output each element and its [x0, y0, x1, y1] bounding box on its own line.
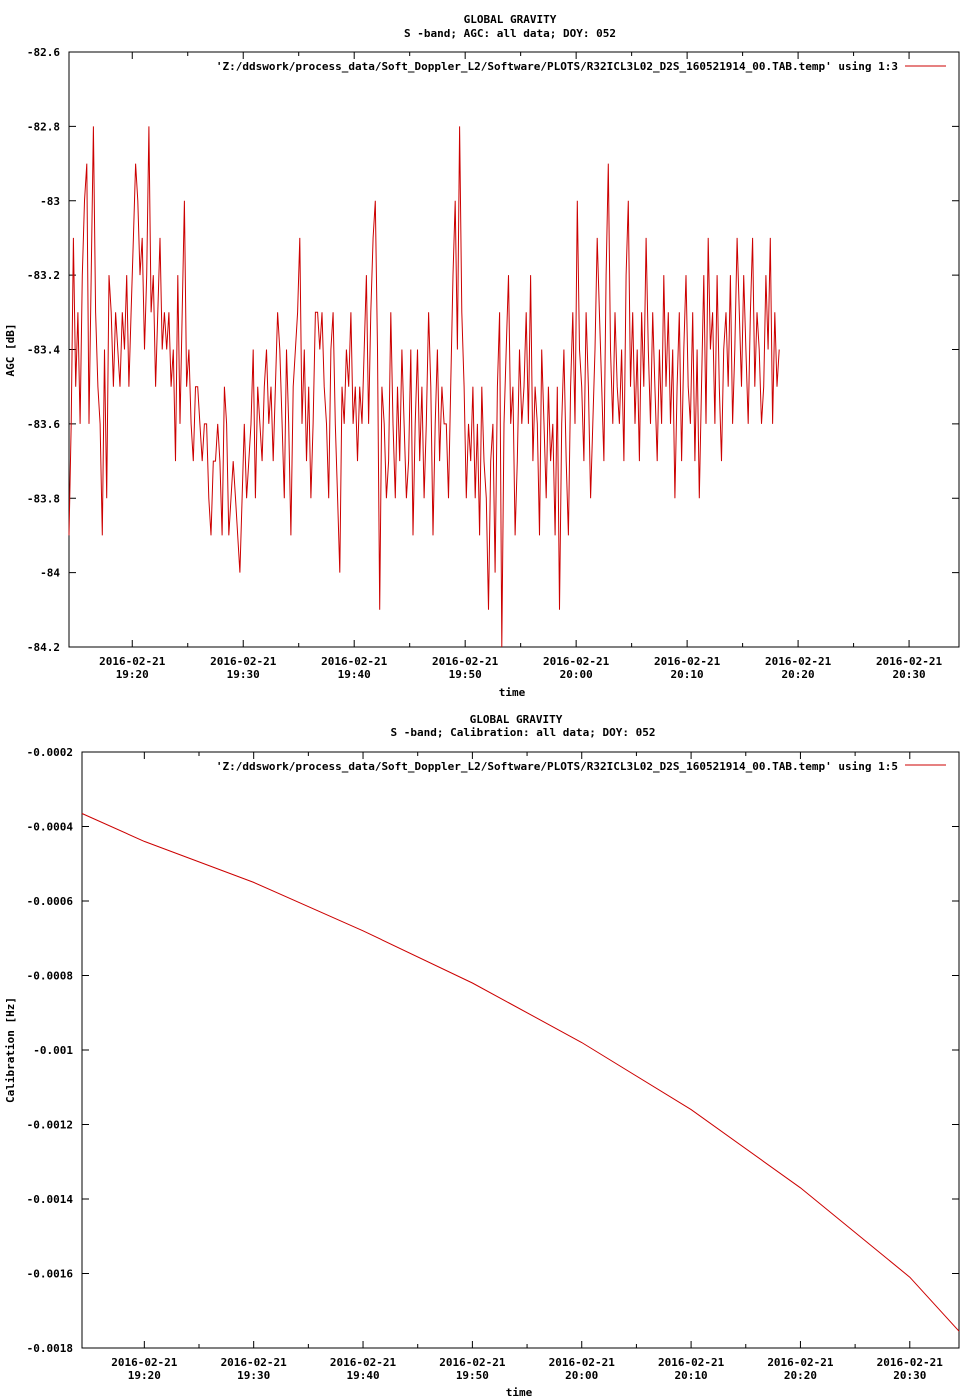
calibration-chart-title: GLOBAL GRAVITY — [470, 713, 563, 726]
calibration-x-tick-date: 2016-02-21 — [877, 1356, 944, 1369]
calibration-x-tick-time: 19:40 — [346, 1369, 379, 1382]
agc-series-line — [68, 126, 780, 648]
agc-y-tick-label: -83.4 — [27, 344, 60, 357]
agc-y-tick-label: -83.8 — [27, 492, 60, 505]
agc-y-tick-label: -83.2 — [27, 269, 60, 282]
agc-x-tick-date: 2016-02-21 — [432, 655, 499, 668]
agc-y-axis-label: AGC [dB] — [4, 324, 17, 377]
calibration-y-tick-label: -0.0002 — [27, 746, 73, 759]
calibration-legend: 'Z:/ddswork/process_data/Soft_Doppler_L2… — [216, 760, 946, 773]
agc-x-tick-date: 2016-02-21 — [99, 655, 166, 668]
calibration-x-tick-date: 2016-02-21 — [111, 1356, 178, 1369]
agc-plot-frame — [68, 51, 960, 648]
agc-y-axis: -82.6 -82.8 -83 -83.2 -83.4 -83.6 -83.8 -84 -84.… — [27, 46, 959, 654]
agc-x-tick-date: 2016-02-21 — [210, 655, 277, 668]
calibration-x-tick-time: 20:20 — [784, 1369, 817, 1382]
agc-x-tick-time: 19:40 — [338, 668, 371, 681]
calibration-y-tick-label: -0.0016 — [27, 1268, 74, 1281]
calibration-series-line — [81, 813, 960, 1332]
agc-x-tick-time: 19:50 — [449, 668, 482, 681]
calibration-y-tick-label: -0.0014 — [27, 1193, 74, 1206]
calibration-x-tick-date: 2016-02-21 — [439, 1356, 506, 1369]
calibration-chart-subtitle: S -band; Calibration: all data; DOY: 052 — [391, 726, 656, 739]
agc-y-tick-label: -84.2 — [27, 641, 60, 654]
agc-legend: 'Z:/ddswork/process_data/Soft_Doppler_L2… — [216, 60, 946, 73]
calibration-x-tick-date: 2016-02-21 — [549, 1356, 616, 1369]
calibration-x-tick-date: 2016-02-21 — [767, 1356, 834, 1369]
agc-x-tick-date: 2016-02-21 — [765, 655, 832, 668]
agc-chart-subtitle: S -band; AGC: all data; DOY: 052 — [404, 27, 616, 40]
agc-y-tick-label: -82.6 — [27, 46, 60, 59]
calibration-y-tick-label: -0.001 — [33, 1044, 73, 1057]
agc-chart-title: GLOBAL GRAVITY — [464, 13, 557, 26]
agc-x-tick-date: 2016-02-21 — [543, 655, 610, 668]
agc-x-tick-time: 19:30 — [227, 668, 260, 681]
calibration-y-tick-label: -0.0018 — [27, 1342, 73, 1355]
calibration-x-axis: 2016-02-2119:202016-02-2119:302016-02-21… — [111, 752, 943, 1382]
calibration-y-tick-label: -0.0008 — [27, 970, 73, 983]
calibration-x-axis-label: time — [506, 1386, 533, 1399]
agc-x-tick-time: 20:10 — [671, 668, 704, 681]
calibration-x-tick-time: 20:30 — [893, 1369, 926, 1382]
agc-x-tick-time: 20:20 — [782, 668, 815, 681]
agc-x-tick-time: 19:20 — [116, 668, 149, 681]
agc-y-tick-label: -83.6 — [27, 418, 60, 431]
agc-x-tick-date: 2016-02-21 — [321, 655, 388, 668]
agc-x-axis: 2016-02-2119:202016-02-2119:302016-02-21… — [99, 52, 943, 681]
agc-x-tick-date: 2016-02-21 — [876, 655, 943, 668]
calibration-y-tick-label: -0.0004 — [27, 821, 74, 834]
calibration-x-tick-date: 2016-02-21 — [658, 1356, 725, 1369]
calibration-x-tick-date: 2016-02-21 — [330, 1356, 397, 1369]
agc-y-tick-label: -83 — [40, 195, 60, 208]
calibration-y-axis: -0.0002 -0.0004 -0.0006 -0.0008 -0.001 -0.001… — [27, 746, 959, 1355]
calibration-x-tick-time: 19:20 — [128, 1369, 161, 1382]
calibration-y-tick-label: -0.0012 — [27, 1119, 73, 1132]
agc-x-tick-date: 2016-02-21 — [654, 655, 721, 668]
calibration-plot-frame — [81, 751, 960, 1349]
agc-chart: GLOBAL GRAVITY S -band; AGC: all data; D… — [4, 13, 960, 699]
agc-y-tick-label: -84 — [40, 567, 60, 580]
calibration-y-axis-label: Calibration [Hz] — [4, 997, 17, 1103]
calibration-x-tick-date: 2016-02-21 — [221, 1356, 288, 1369]
calibration-x-tick-time: 20:10 — [675, 1369, 708, 1382]
calibration-legend-label: 'Z:/ddswork/process_data/Soft_Doppler_L2… — [216, 760, 898, 773]
calibration-x-tick-time: 19:30 — [237, 1369, 270, 1382]
calibration-x-tick-time: 19:50 — [456, 1369, 489, 1382]
agc-legend-label: 'Z:/ddswork/process_data/Soft_Doppler_L2… — [216, 60, 898, 73]
agc-y-tick-label: -82.8 — [27, 120, 60, 133]
agc-x-axis-label: time — [499, 686, 526, 699]
agc-x-tick-time: 20:30 — [892, 668, 925, 681]
agc-x-tick-time: 20:00 — [560, 668, 593, 681]
calibration-y-tick-label: -0.0006 — [27, 895, 74, 908]
calibration-chart: GLOBAL GRAVITY S -band; Calibration: all… — [4, 713, 960, 1399]
calibration-x-tick-time: 20:00 — [565, 1369, 598, 1382]
